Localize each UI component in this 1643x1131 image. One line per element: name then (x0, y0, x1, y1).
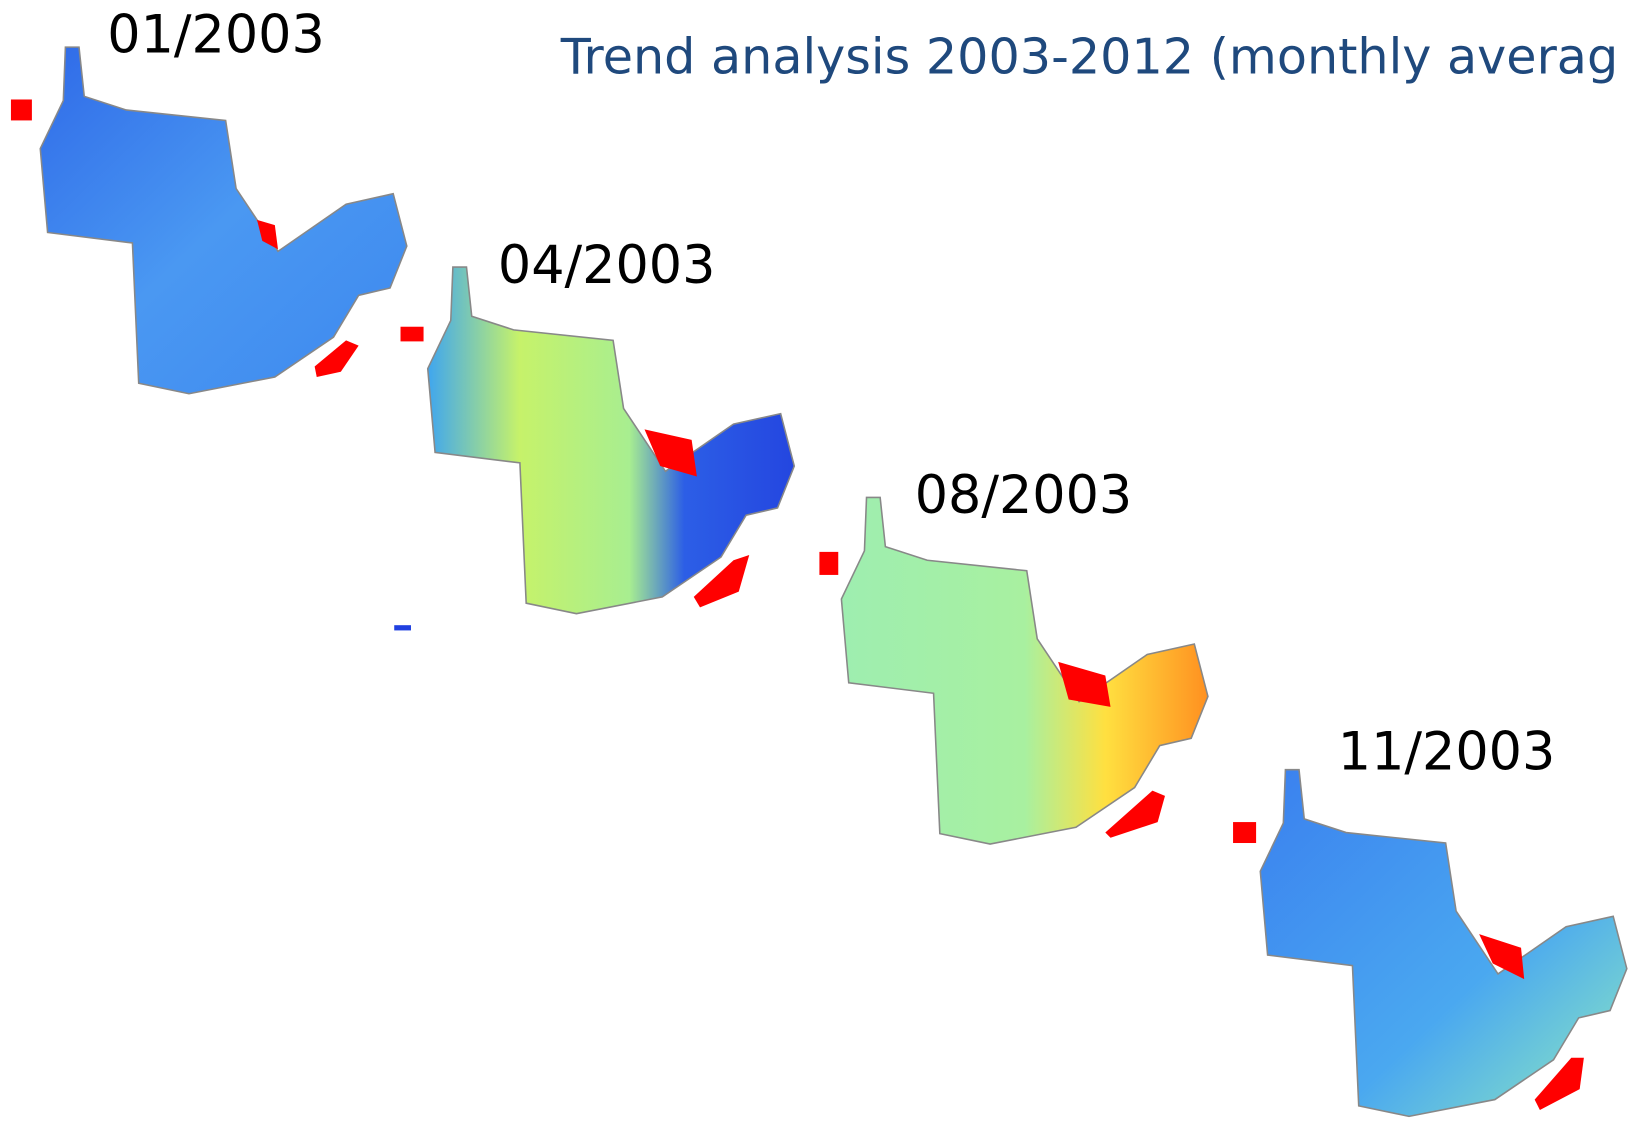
map-label: 04/2003 (498, 235, 716, 296)
red-patch (401, 327, 424, 342)
map-label: 01/2003 (107, 4, 325, 65)
map-label: 08/2003 (915, 465, 1133, 526)
red-patch (11, 99, 32, 120)
map-panel: 04/2003 (394, 235, 794, 631)
lake-map (40, 47, 407, 394)
pixel (394, 625, 411, 630)
slide: Trend analysis 2003-2012 (monthly averag… (0, 0, 1643, 1131)
slide-title: Trend analysis 2003-2012 (monthly averag (560, 27, 1618, 85)
map-label: 11/2003 (1338, 722, 1556, 783)
red-patch (1233, 822, 1256, 843)
map-panel: 08/2003 (819, 465, 1208, 844)
map-panel: 01/2003 (11, 4, 407, 393)
red-patch (819, 552, 838, 575)
map-panel: 11/2003 (1233, 722, 1627, 1117)
